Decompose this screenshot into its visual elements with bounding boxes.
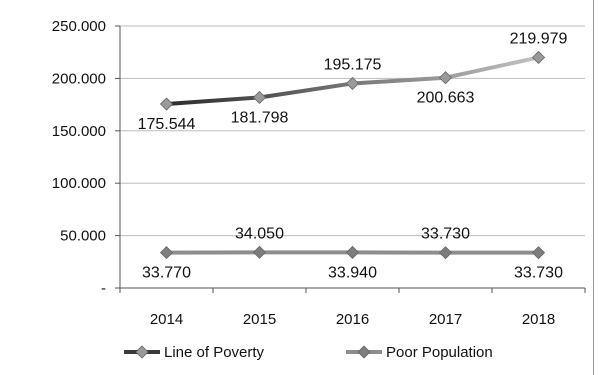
data-label: 181.798 [231,109,289,126]
data-label: 34.050 [235,225,284,242]
y-tick-label: 50.000 [60,228,106,245]
x-axis: 2014 2015 2016 2017 2018 [119,287,586,328]
legend: Line of Poverty Poor Population [124,344,493,361]
y-tick-label: 250.000 [52,18,106,35]
y-tick-label: 100.000 [52,175,106,192]
data-point-marker [252,90,267,105]
x-tick-label: 2018 [522,311,555,328]
data-label: 200.663 [417,90,475,107]
data-label: 219.979 [510,30,568,47]
data-point-marker [531,246,546,260]
data-point-marker [345,76,360,91]
x-tick-label: 2015 [243,311,276,328]
data-label: 33.770 [142,265,191,282]
x-tick-label: 2017 [429,311,462,328]
data-label: 195.175 [324,56,382,73]
data-point-marker [438,246,453,260]
data-point-marker [159,97,174,111]
data-label: 175.544 [138,116,196,133]
y-tick-label: 150.000 [52,123,106,140]
data-point-marker [345,245,360,259]
y-tick-label: 200.000 [52,70,106,87]
x-tick-label: 2014 [150,311,183,328]
data-labels: 175.544 181.798 195.175 200.663 219.979 33.77… [138,30,568,281]
legend-label: Poor Population [386,344,493,361]
data-label: 33.730 [421,226,470,243]
series-group [159,50,546,260]
y-axis: - 50.000 100.000 150.000 200.000 250.000 [52,18,121,297]
y-tick-label: - [101,280,106,297]
legend-label: Line of Poverty [164,344,265,361]
data-point-marker [531,50,546,65]
data-point-marker [159,246,174,260]
legend-marker [135,345,149,359]
x-tick-label: 2016 [336,311,369,328]
data-label: 33.730 [514,265,563,282]
data-point-marker [438,71,453,85]
data-label: 33.940 [328,264,377,281]
gridlines [120,25,585,237]
data-point-marker [252,245,267,259]
legend-marker [357,345,371,359]
